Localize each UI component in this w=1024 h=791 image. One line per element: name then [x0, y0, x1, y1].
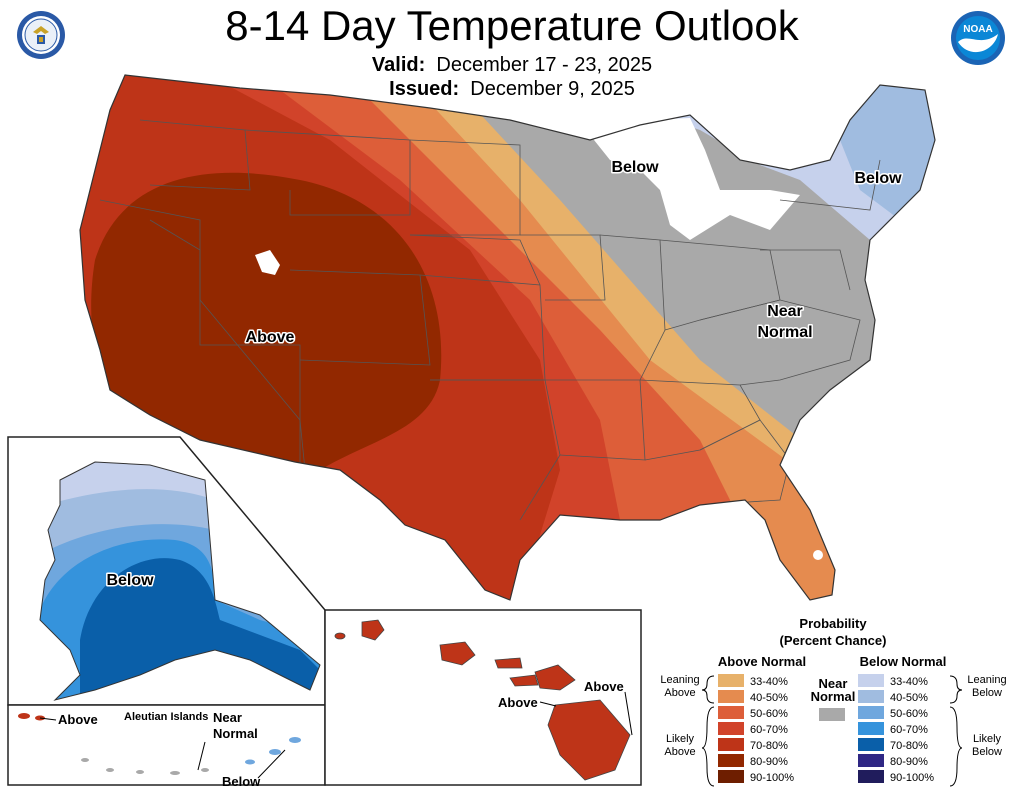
noaa-logo-text: NOAA: [963, 24, 992, 35]
legend-leaning-above-2: Above: [664, 687, 695, 699]
page-title: 8-14 Day Temperature Outlook: [225, 2, 799, 49]
valid-line: Valid: December 17 - 23, 2025: [0, 54, 1024, 77]
aleutian-near-label-1: Near: [213, 710, 242, 725]
legend-title-1: Probability: [799, 616, 867, 631]
legend-below-category-7: 90-100%: [890, 772, 934, 784]
conus-above-label: Above: [246, 329, 295, 346]
hawaii-above-label-1: Above: [498, 695, 538, 710]
legend-likely-below-1: Likely: [973, 733, 1002, 745]
legend-leaning-below-1: Leaning: [967, 674, 1006, 686]
legend-above-category-7: 90-100%: [750, 772, 794, 784]
state-boundaries: [99, 119, 881, 521]
legend-likely-below-brace: [949, 706, 963, 787]
legend-above-header: Above Normal: [718, 654, 806, 669]
legend-leaning-below-brace: [949, 675, 963, 704]
legend-below-swatch-4: [858, 722, 884, 735]
department-of-commerce-seal-icon: [17, 11, 65, 59]
legend-above-category-5: 70-80%: [750, 740, 788, 752]
legend-below-header: Below Normal: [860, 654, 947, 669]
legend-title-2: (Percent Chance): [780, 633, 887, 648]
legend-above-swatch-3: [718, 706, 744, 719]
probability-legend: Probability (Percent Chance) Above Norma…: [660, 616, 1007, 787]
legend-leaning-above-brace: [701, 675, 715, 704]
legend-below-swatch-2: [858, 690, 884, 703]
noaa-logo-icon: NOAA: [951, 11, 1005, 65]
issued-line: Issued: December 9, 2025: [0, 78, 1024, 101]
lake-okeechobee: [813, 550, 823, 560]
legend-above-swatch-1: [718, 674, 744, 687]
legend-above-category-4: 60-70%: [750, 724, 788, 736]
aleutian-near-label-2: Normal: [213, 726, 258, 741]
legend-below-category-6: 80-90%: [890, 756, 928, 768]
legend-below-category-2: 40-50%: [890, 692, 928, 704]
legend-below-swatch-5: [858, 738, 884, 751]
legend-above-category-1: 33-40%: [750, 676, 788, 688]
hawaii-above-label-2: Above: [584, 679, 624, 694]
near-normal-label-2: Normal: [757, 324, 812, 341]
great-salt-lake: [255, 250, 280, 275]
valid-label: Valid:: [371, 54, 426, 76]
alaska-outline: [39, 461, 321, 701]
above-80-90-band: [91, 172, 442, 470]
legend-above-swatch-7: [718, 770, 744, 783]
legend-above-category-6: 80-90%: [750, 756, 788, 768]
legend-likely-above-brace: [701, 706, 715, 787]
legend-above-category-2: 40-50%: [750, 692, 788, 704]
aleutian-above-label: Above: [58, 712, 98, 727]
legend-leaning-above-1: Leaning: [660, 674, 699, 686]
legend-above-swatch-2: [718, 690, 744, 703]
great-lakes-water: [590, 118, 800, 240]
valid-value: December 17 - 23, 2025: [436, 54, 653, 76]
legend-near-normal-swatch: [819, 708, 845, 721]
legend-above-swatch-6: [718, 754, 744, 767]
legend-below-category-1: 33-40%: [890, 676, 928, 688]
legend-below-swatch-7: [858, 770, 884, 783]
conus-outline: [79, 74, 936, 601]
legend-likely-below-2: Below: [972, 746, 1002, 758]
legend-above-swatch-5: [718, 738, 744, 751]
aleutian-islands-shapes: [18, 713, 301, 775]
legend-below-category-3: 50-60%: [890, 708, 928, 720]
legend-below-category-5: 70-80%: [890, 740, 928, 752]
aleutian-below-label: Below: [222, 774, 261, 789]
legend-leaning-below-2: Below: [972, 687, 1002, 699]
legend-below-category-4: 60-70%: [890, 724, 928, 736]
great-lakes-below-label: Below: [611, 159, 659, 176]
legend-below-swatch-3: [858, 706, 884, 719]
aleutian-islands-label: Aleutian Islands: [124, 711, 208, 723]
legend-above-category-3: 50-60%: [750, 708, 788, 720]
alaska-below-label: Below: [106, 572, 154, 589]
legend-below-swatch-1: [858, 674, 884, 687]
hawaii-islands: [334, 619, 631, 781]
legend-rows: 33-40% 33-40% 40-50% 40-50% 50-60% 50-60% 60-7…: [718, 674, 934, 784]
legend-above-swatch-4: [718, 722, 744, 735]
issued-label: Issued:: [389, 78, 460, 100]
legend-likely-above-1: Likely: [666, 733, 695, 745]
legend-likely-above-2: Above: [664, 746, 695, 758]
legend-below-swatch-6: [858, 754, 884, 767]
legend-near-2: Normal: [811, 689, 856, 704]
northeast-below-label: Below: [854, 170, 902, 187]
aleutian-inset-frame: [7, 704, 326, 786]
legend-near-1: Near: [819, 676, 848, 691]
near-normal-label-1: Near: [767, 303, 803, 320]
issued-value: December 9, 2025: [470, 78, 635, 100]
